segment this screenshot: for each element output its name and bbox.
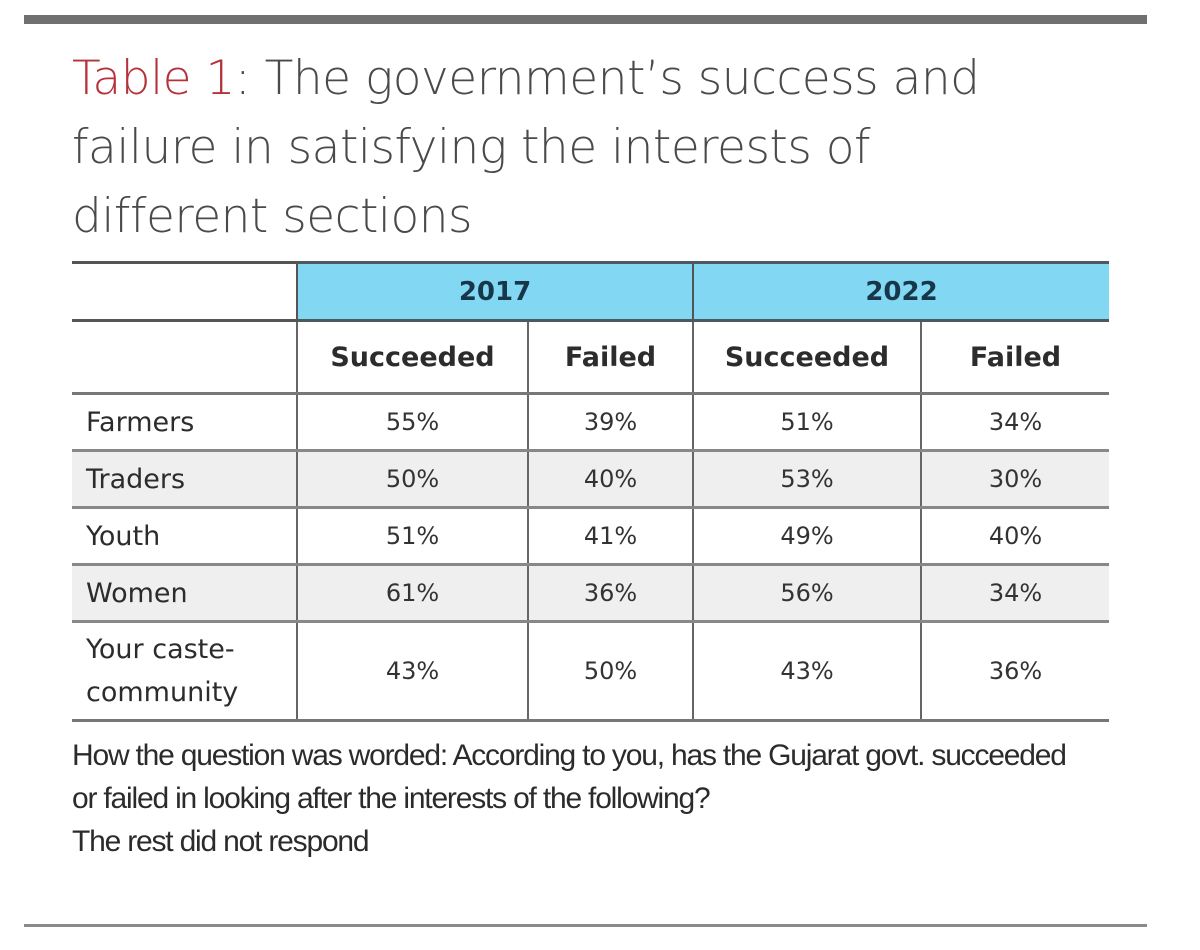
title-label: Table 1 [72, 51, 235, 106]
title-separator: : [234, 51, 251, 106]
cell-value: 51% [692, 393, 921, 452]
cell-value: 41% [527, 507, 693, 566]
cell-value: 40% [920, 507, 1109, 566]
results-table: 2017 2022 Succeeded Failed Succeeded Fai… [72, 261, 1109, 722]
cell-value: 53% [692, 450, 921, 509]
cell-value: 50% [296, 450, 528, 509]
year-header-row: 2017 2022 [72, 261, 1109, 322]
cell-value: 36% [920, 621, 1109, 722]
table-row: Women 61% 36% 56% 34% [72, 564, 1109, 623]
table-row: Traders 50% 40% 53% 30% [72, 450, 1109, 509]
cell-value: 61% [296, 564, 528, 623]
cell-value: 36% [527, 564, 693, 623]
cell-value: 34% [920, 393, 1109, 452]
table-row: Your caste- community 43% 50% 43% 36% [72, 621, 1109, 722]
cell-value: 51% [296, 507, 528, 566]
row-label: Farmers [72, 393, 297, 452]
bottom-rule [24, 924, 1147, 927]
year-header-2017: 2017 [296, 261, 693, 322]
cell-value: 40% [527, 450, 693, 509]
corner-cell [72, 261, 297, 322]
table-title: Table 1: The government’s success and fa… [72, 44, 1052, 251]
subheader-2022-succeeded: Succeeded [692, 320, 921, 395]
question-wording: How the question was worded: According t… [72, 739, 1067, 815]
cell-value: 30% [920, 450, 1109, 509]
corner-cell [72, 320, 297, 395]
cell-value: 50% [527, 621, 693, 722]
non-response-note: The rest did not respond [72, 825, 370, 858]
row-label: Your caste- community [72, 621, 297, 722]
top-rule [24, 15, 1147, 24]
table-row: Farmers 55% 39% 51% 34% [72, 393, 1109, 452]
subheader-2022-failed: Failed [920, 320, 1109, 395]
table-row: Youth 51% 41% 49% 40% [72, 507, 1109, 566]
cell-value: 43% [692, 621, 921, 722]
cell-value: 39% [527, 393, 693, 452]
row-label: Traders [72, 450, 297, 509]
cell-value: 43% [296, 621, 528, 722]
cell-value: 49% [692, 507, 921, 566]
title-text: The government’s success and failure in … [72, 51, 980, 244]
subheader-row: Succeeded Failed Succeeded Failed [72, 320, 1109, 395]
year-header-2022: 2022 [692, 261, 1109, 322]
subheader-2017-failed: Failed [527, 320, 693, 395]
subheader-2017-succeeded: Succeeded [296, 320, 528, 395]
cell-value: 56% [692, 564, 921, 623]
row-label: Women [72, 564, 297, 623]
cell-value: 34% [920, 564, 1109, 623]
row-label: Youth [72, 507, 297, 566]
footnote: How the question was worded: According t… [72, 734, 1072, 863]
cell-value: 55% [296, 393, 528, 452]
